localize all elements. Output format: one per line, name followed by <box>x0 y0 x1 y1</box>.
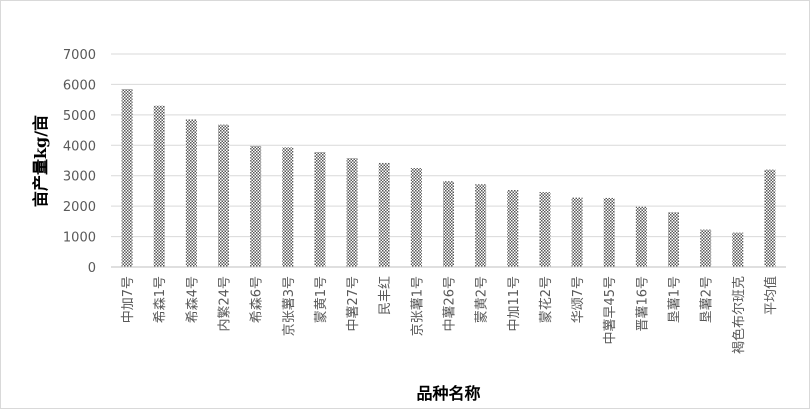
x-axis-title: 品种名称 <box>416 384 480 403</box>
x-tick-label: 中加7号 <box>121 276 136 323</box>
bar <box>507 190 519 267</box>
bar <box>539 192 551 267</box>
bar <box>121 88 133 267</box>
x-tick-label: 中薯早45号 <box>603 276 618 345</box>
y-tick-label: 2000 <box>63 200 96 215</box>
x-tick-label: 平均值 <box>763 276 779 315</box>
bar <box>571 197 583 267</box>
x-tick-label: 垦薯2号 <box>700 276 715 323</box>
bar <box>314 151 326 267</box>
x-tick-label: 京张薯3号 <box>282 276 297 336</box>
bar <box>700 229 712 267</box>
y-axis-title: 亩产量kg/亩 <box>31 115 50 207</box>
bar <box>218 124 229 267</box>
x-tick-label: 垦薯1号 <box>668 276 683 323</box>
x-tick-label: 中加11号 <box>507 276 522 332</box>
x-tick-label: 中薯27号 <box>346 276 361 332</box>
bars <box>121 88 776 268</box>
y-tick-label: 4000 <box>63 139 96 154</box>
x-tick-label: 希森6号 <box>250 276 265 323</box>
x-tick-label: 希森4号 <box>185 276 200 323</box>
x-tick-label: 蒙花2号 <box>538 276 554 323</box>
x-tick-label: 希森1号 <box>153 276 168 323</box>
bar <box>764 169 776 267</box>
bar <box>378 162 390 267</box>
bar <box>635 206 647 267</box>
x-tick-label: 蒙黄1号 <box>314 276 329 323</box>
bar <box>603 197 615 267</box>
x-tick-label: 华颂7号 <box>571 276 586 323</box>
x-tick-label: 晋薯16号 <box>635 276 650 332</box>
bar <box>475 184 487 267</box>
bar <box>732 232 744 267</box>
x-tick-label: 中薯26号 <box>443 276 458 332</box>
y-tick-label: 3000 <box>63 170 96 185</box>
x-tick-label: 京张薯1号 <box>410 276 425 336</box>
x-tick-label: 内繁24号 <box>217 276 233 332</box>
bar <box>282 147 294 267</box>
bar <box>153 105 165 267</box>
y-tick-label: 0 <box>88 261 96 276</box>
x-tick-label: 民丰红 <box>377 276 393 315</box>
y-tick-label: 5000 <box>63 109 96 124</box>
y-tick-label: 1000 <box>63 231 96 246</box>
bar <box>346 158 358 267</box>
y-axis-ticks: 0 1000 2000 3000 4000 5000 6000 7000 <box>63 48 96 276</box>
bar <box>668 212 679 267</box>
x-tick-label: 褐色布尔班克 <box>731 276 747 354</box>
bar <box>443 181 454 267</box>
x-axis-category-labels: 中加7号 希森1号 希森4号 内繁24号 希森6号 京张薯3号 蒙黄1号 中薯27号 民丰红 京张… <box>121 276 779 354</box>
bar <box>410 168 422 267</box>
bar <box>250 145 262 267</box>
bar <box>185 119 197 268</box>
y-tick-label: 6000 <box>63 78 96 93</box>
y-tick-label: 7000 <box>63 48 96 63</box>
x-tick-label: 蒙黄2号 <box>475 276 490 323</box>
